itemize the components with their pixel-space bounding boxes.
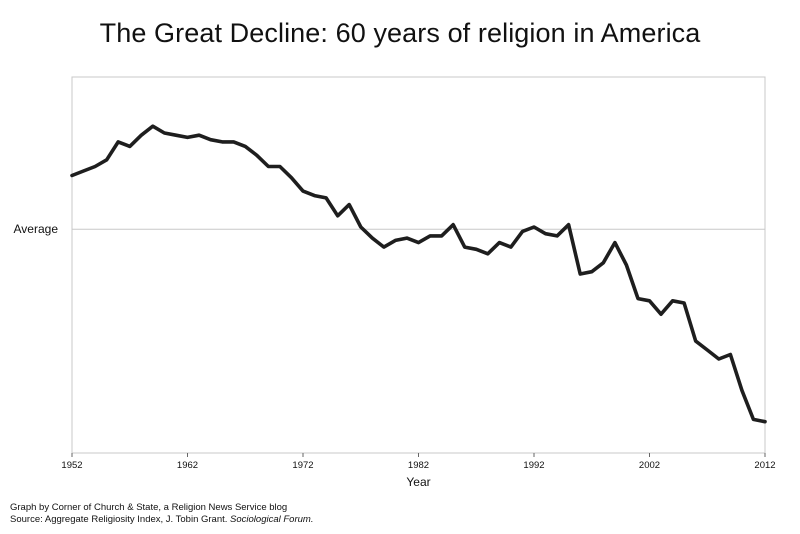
x-tick-label: 1962 bbox=[177, 460, 198, 471]
x-axis: 1952 1962 1972 1982 1992 2002 2012 bbox=[61, 453, 776, 471]
source-journal: Sociological Forum. bbox=[230, 514, 314, 525]
x-tick-label: 2002 bbox=[639, 460, 660, 471]
x-tick-label: 1982 bbox=[408, 460, 429, 471]
x-tick-label: 1972 bbox=[292, 460, 313, 471]
credit-line: Graph by Corner of Church & State, a Rel… bbox=[10, 502, 288, 513]
source-line: Source: Aggregate Religiosity Index, J. … bbox=[10, 514, 313, 526]
chart-title: The Great Decline: 60 years of religion … bbox=[99, 18, 701, 48]
religiosity-series-line bbox=[70, 124, 767, 424]
average-reference-label: Average bbox=[14, 222, 59, 236]
x-tick-label: 2012 bbox=[754, 460, 775, 471]
x-axis-label: Year bbox=[406, 475, 430, 489]
source-text: Source: Aggregate Religiosity Index, J. … bbox=[10, 514, 231, 525]
x-tick-label: 1992 bbox=[523, 460, 544, 471]
x-tick-label: 1952 bbox=[61, 460, 82, 471]
